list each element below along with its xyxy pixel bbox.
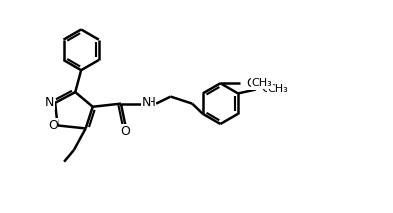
Text: CH₃: CH₃ [252,78,272,88]
Text: H: H [147,96,156,109]
Text: O: O [246,77,256,90]
Text: O: O [120,125,130,138]
Text: N: N [141,96,151,109]
Text: O: O [262,82,272,95]
Text: N: N [45,96,54,109]
Text: CH₃: CH₃ [267,84,288,94]
Text: O: O [48,119,58,132]
